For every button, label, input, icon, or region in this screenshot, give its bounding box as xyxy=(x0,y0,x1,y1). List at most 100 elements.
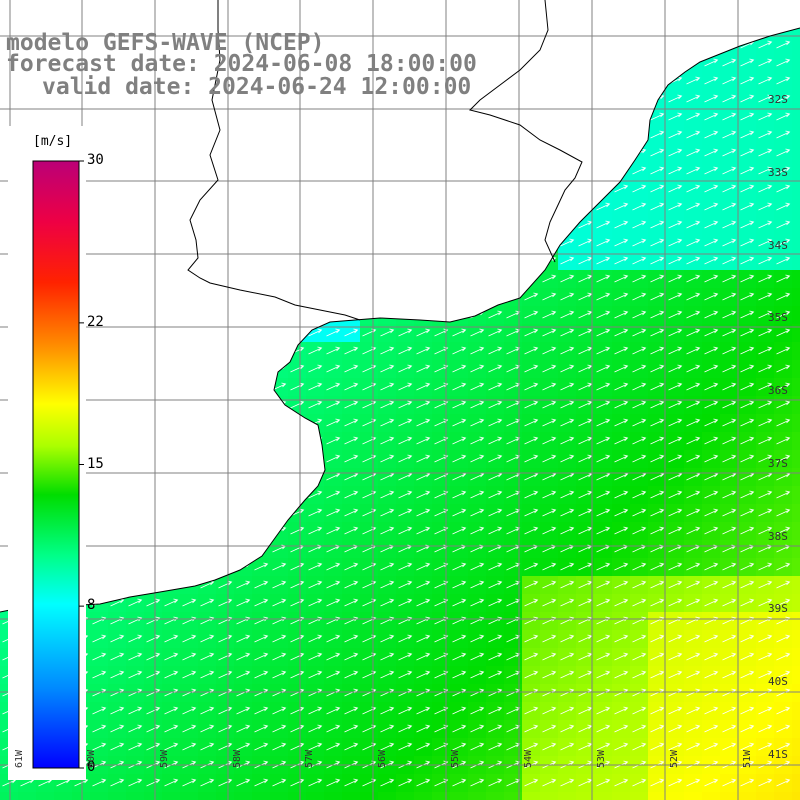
latitude-label: 40S xyxy=(768,675,788,688)
wind-arrow xyxy=(398,724,413,733)
wind-arrow xyxy=(182,382,197,391)
wind-arrow xyxy=(182,220,197,229)
latitude-label: 32S xyxy=(768,93,788,106)
wind-arrow xyxy=(398,292,413,301)
wind-arrow xyxy=(236,454,251,463)
wind-arrow xyxy=(506,40,521,49)
field-cell xyxy=(126,360,144,378)
wind-arrow xyxy=(650,148,665,157)
wind-arrow xyxy=(488,310,503,319)
wind-arrow xyxy=(344,40,359,49)
wind-arrow xyxy=(722,724,737,733)
field-cell xyxy=(648,792,666,800)
field-cell xyxy=(18,90,36,108)
wind-arrow xyxy=(614,328,629,337)
wind-arrow xyxy=(218,652,233,661)
wind-arrow xyxy=(290,328,305,337)
wind-arrow xyxy=(560,400,575,409)
wind-arrow xyxy=(668,742,683,751)
wind-arrow xyxy=(740,94,755,103)
field-cell xyxy=(396,180,414,198)
field-cell xyxy=(792,90,800,108)
wind-arrow xyxy=(164,454,179,463)
field-cell xyxy=(378,216,396,234)
wind-arrow xyxy=(362,310,377,319)
wind-arrow xyxy=(218,670,233,679)
field-cell xyxy=(558,72,576,90)
wind-arrow xyxy=(705,5,718,12)
wind-arrow xyxy=(722,94,737,103)
wind-arrow xyxy=(362,28,377,31)
field-cell xyxy=(252,414,270,432)
field-cell xyxy=(288,180,306,198)
field-cell xyxy=(612,36,630,54)
wind-arrow xyxy=(201,5,214,12)
wind-arrow xyxy=(200,652,215,661)
wind-arrow xyxy=(578,202,593,211)
field-cell xyxy=(162,252,180,270)
wind-arrow xyxy=(344,364,359,373)
field-cell xyxy=(162,306,180,324)
field-cell xyxy=(738,792,756,800)
field-cell xyxy=(234,540,252,558)
field-cell xyxy=(396,108,414,126)
wind-arrow xyxy=(470,202,485,211)
wind-arrow xyxy=(218,28,233,31)
field-cell xyxy=(540,54,558,72)
wind-arrow xyxy=(776,256,791,265)
wind-arrow xyxy=(164,202,179,211)
field-cell xyxy=(576,162,594,180)
wind-arrow xyxy=(758,274,773,283)
wind-arrow xyxy=(686,94,701,103)
wind-arrow xyxy=(560,580,575,589)
wind-arrow xyxy=(272,346,287,355)
wind-arrow xyxy=(632,346,647,355)
field-cell xyxy=(792,522,800,540)
wind-arrow xyxy=(218,202,233,211)
field-cell xyxy=(108,522,126,540)
wind-arrow xyxy=(326,490,341,499)
wind-arrow xyxy=(686,202,701,211)
wind-arrow xyxy=(650,400,665,409)
wind-arrow xyxy=(344,742,359,751)
wind-arrow xyxy=(20,76,35,85)
wind-arrow xyxy=(326,346,341,355)
wind-arrow xyxy=(614,202,629,211)
wind-arrow xyxy=(614,58,629,67)
wind-arrow xyxy=(416,256,431,265)
wind-arrow xyxy=(596,76,611,85)
field-cell xyxy=(108,234,126,252)
wind-arrow xyxy=(308,706,323,715)
wind-arrow xyxy=(704,742,719,751)
wind-arrow xyxy=(272,454,287,463)
field-cell xyxy=(108,162,126,180)
wind-arrow xyxy=(326,598,341,607)
wind-arrow xyxy=(110,454,125,463)
field-cell xyxy=(792,0,800,18)
wind-arrow xyxy=(614,112,629,121)
latitude-label: 34S xyxy=(768,239,788,252)
field-cell xyxy=(90,396,108,414)
field-cell xyxy=(126,126,144,144)
field-cell xyxy=(792,612,800,630)
wind-arrow xyxy=(470,508,485,517)
wind-arrow xyxy=(524,202,539,211)
field-cell xyxy=(288,198,306,216)
field-cell xyxy=(648,54,666,72)
wind-arrow xyxy=(488,724,503,733)
wind-arrow xyxy=(362,130,377,139)
wind-arrow xyxy=(74,112,89,121)
wind-arrow xyxy=(722,40,737,49)
wind-arrow xyxy=(704,274,719,283)
field-cell xyxy=(162,108,180,126)
wind-arrow xyxy=(632,634,647,643)
field-cell xyxy=(252,234,270,252)
wind-arrow xyxy=(524,112,539,121)
field-cell xyxy=(36,792,54,800)
wind-arrow xyxy=(128,364,143,373)
wind-arrow xyxy=(200,598,215,607)
wind-arrow xyxy=(164,364,179,373)
wind-arrow xyxy=(110,292,125,301)
wind-arrow xyxy=(578,130,593,139)
field-cell xyxy=(288,306,306,324)
